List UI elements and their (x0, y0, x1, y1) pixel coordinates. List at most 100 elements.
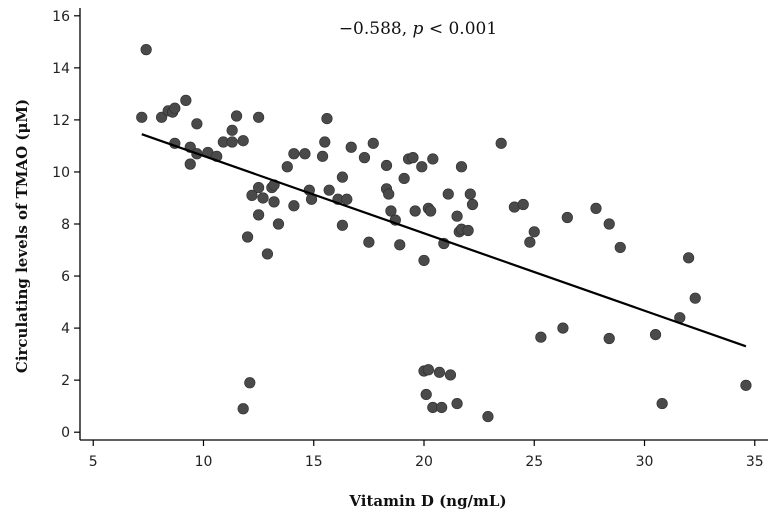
data-point (614, 241, 626, 254)
data-point (422, 364, 435, 376)
y-tick-label: 0 (61, 425, 70, 441)
data-point (191, 118, 203, 130)
data-point (288, 148, 300, 160)
data-point (683, 252, 695, 264)
data-point (253, 209, 265, 221)
data-point (358, 152, 371, 164)
data-point (433, 366, 446, 378)
data-point (451, 397, 463, 410)
data-point (740, 379, 752, 391)
data-point (244, 377, 256, 389)
data-point (345, 141, 357, 153)
data-point (517, 198, 529, 211)
data-point (689, 292, 701, 304)
x-tick-label: 25 (525, 454, 543, 470)
annotation-p: p (413, 19, 424, 39)
data-point (420, 388, 432, 401)
data-point (226, 124, 238, 136)
data-point (649, 329, 662, 341)
data-point (268, 196, 280, 208)
data-point (241, 231, 254, 243)
data-point (409, 205, 421, 217)
y-tick-label: 8 (61, 217, 70, 233)
data-point (466, 198, 479, 211)
x-tick-label: 15 (305, 454, 323, 470)
y-tick-label: 16 (52, 9, 70, 25)
data-point (336, 219, 349, 231)
y-tick-label: 4 (61, 321, 70, 337)
data-points (136, 44, 752, 423)
data-point (230, 110, 243, 122)
data-point (394, 239, 406, 251)
y-tick-label: 14 (52, 61, 70, 77)
data-point (281, 161, 293, 173)
data-point (246, 189, 258, 201)
data-point (288, 200, 300, 212)
data-point (407, 152, 419, 164)
data-point (319, 136, 331, 148)
data-point (561, 211, 573, 224)
data-point (226, 136, 238, 148)
data-point (180, 94, 192, 106)
data-point (169, 102, 181, 114)
data-point (385, 205, 397, 217)
annotation-threshold: < 0.001 (423, 19, 497, 39)
data-point (464, 188, 476, 200)
data-point (140, 44, 152, 56)
data-point (257, 192, 269, 204)
data-point (442, 188, 454, 200)
data-point (528, 226, 540, 238)
x-tick-label: 5 (89, 454, 98, 470)
data-point (316, 150, 329, 162)
ticks: 5 10 15 20 25 30 35 0 2 4 6 8 10 12 14 16 (52, 9, 764, 470)
data-point (363, 236, 375, 248)
y-tick-label: 6 (61, 269, 70, 285)
data-point (462, 224, 474, 237)
data-point (184, 158, 196, 170)
data-point (272, 218, 285, 230)
data-point (590, 202, 602, 214)
data-point (136, 111, 148, 123)
data-point (444, 369, 457, 381)
x-tick-label: 30 (636, 454, 654, 470)
data-point (367, 137, 379, 149)
data-point (535, 331, 547, 343)
annotation-value: −0.588, (339, 19, 413, 39)
y-tick-label: 12 (52, 113, 70, 129)
data-point (603, 332, 615, 345)
y-axis-title: Circulating levels of TMAO (μM) (13, 99, 31, 373)
data-point (383, 188, 395, 200)
data-point (237, 403, 249, 415)
data-point (261, 248, 274, 260)
data-point (427, 153, 439, 165)
data-point (253, 181, 265, 194)
x-axis-title: Vitamin D (ng/mL) (348, 492, 506, 510)
data-point (253, 111, 265, 123)
data-point (398, 172, 410, 185)
data-point (603, 218, 615, 230)
data-point (321, 113, 333, 125)
data-point (524, 236, 536, 248)
data-point (656, 397, 668, 410)
data-point (557, 322, 569, 334)
data-point (237, 135, 249, 147)
correlation-annotation: −0.588, p < 0.001 (339, 19, 497, 39)
y-tick-label: 2 (61, 373, 70, 389)
data-point (495, 137, 507, 149)
data-point (380, 159, 393, 172)
x-tick-label: 20 (415, 454, 433, 470)
data-point (336, 171, 349, 183)
data-point (416, 161, 428, 173)
data-point (299, 148, 311, 160)
x-tick-label: 10 (195, 454, 213, 470)
x-tick-label: 35 (746, 454, 764, 470)
data-point (418, 254, 430, 267)
data-point (482, 410, 494, 423)
data-point (436, 401, 448, 414)
data-point (455, 161, 468, 173)
y-tick-label: 10 (52, 165, 70, 181)
trend-line (141, 133, 747, 348)
data-point (451, 210, 463, 222)
data-point (425, 205, 437, 217)
